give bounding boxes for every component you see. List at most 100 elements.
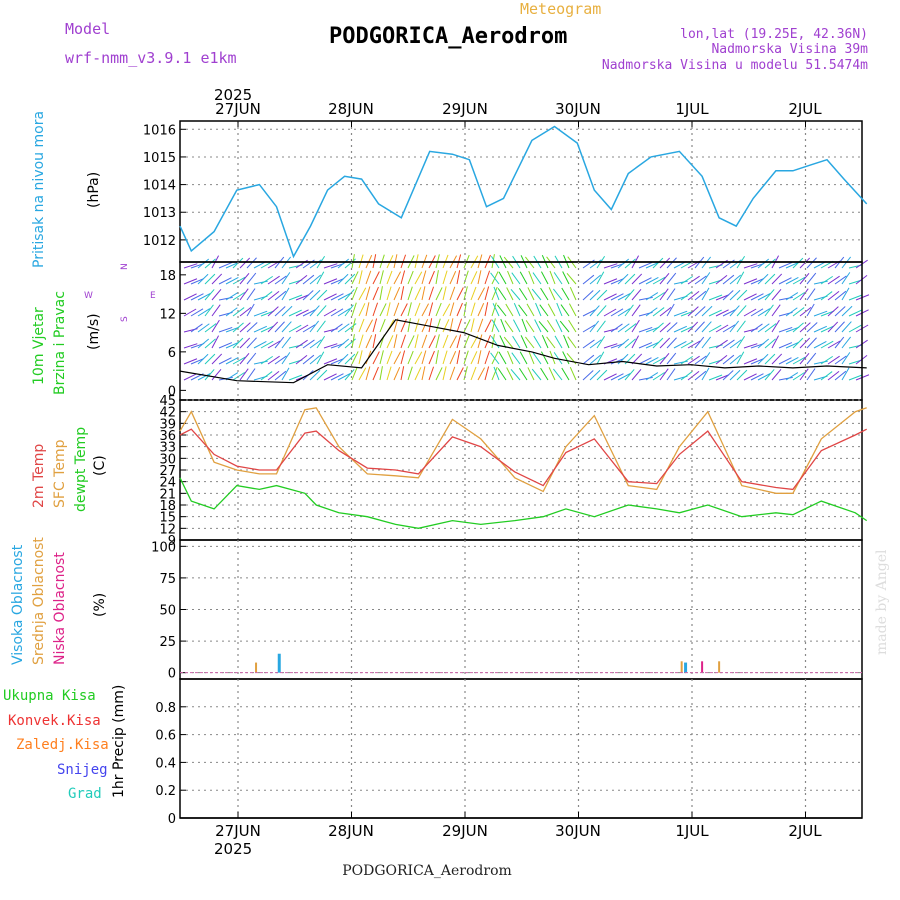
wind-arrow (183, 278, 198, 285)
wind-arrow (610, 293, 624, 301)
wind-arrow (603, 343, 618, 349)
wind-arrow (386, 286, 392, 301)
wind-arrow (183, 343, 198, 349)
wind-arrow (358, 334, 364, 349)
wind-arrow (470, 302, 476, 317)
wind-arrow (246, 288, 256, 301)
wind-arrow (511, 352, 521, 365)
model-label: Model (65, 20, 110, 38)
wind-arrow (659, 257, 671, 269)
day-top-3: 30JUN (555, 100, 601, 118)
wind-arrow (204, 258, 216, 269)
wind-arrow (792, 291, 806, 301)
wind-arrow (344, 273, 356, 285)
wind-arrow (365, 302, 370, 317)
wind-arrow (569, 287, 577, 301)
wind-arrow (511, 272, 521, 285)
wind-arrow (701, 305, 713, 317)
wind-arrow (778, 342, 793, 349)
wind-arrow (477, 287, 486, 301)
wind-arrow (281, 287, 290, 301)
wind-arrow (428, 270, 435, 285)
wind-arrow (792, 276, 806, 285)
wind-arrow (617, 308, 631, 317)
wind-arrow (603, 278, 618, 285)
wind-arrow (281, 352, 291, 365)
wind-arrow (372, 318, 378, 333)
wind-arrow (400, 303, 408, 317)
wind-arrow (358, 303, 366, 317)
y-tick-label: 0 (168, 812, 176, 827)
wind-arrow (617, 338, 630, 349)
wind-arrow (183, 308, 197, 317)
wind-arrow (421, 350, 427, 365)
wind-arrow (246, 322, 258, 333)
wind-arrow (204, 323, 217, 333)
wind-arrow (561, 367, 570, 381)
wind-arrow (764, 353, 776, 365)
wind-arrow (764, 273, 776, 285)
wind-arrow (771, 273, 783, 285)
y-tick-label: 0.2 (155, 784, 176, 799)
wind-arrow (680, 325, 694, 333)
wind-arrow (521, 318, 528, 333)
temp-unit: (C) (92, 455, 108, 476)
wind-arrow (820, 371, 833, 381)
wind-arrow (386, 270, 393, 285)
wind-arrow (806, 257, 817, 269)
wind-arrow (778, 277, 792, 285)
wind-arrow (372, 334, 377, 349)
cloud-bar (701, 661, 704, 673)
wind-arrow (493, 286, 500, 301)
wind-arrow (442, 319, 450, 333)
y-tick-label: 6 (168, 346, 176, 361)
wind-arrow (729, 320, 740, 333)
wind-arrow (449, 351, 457, 365)
wind-arrow (239, 322, 251, 333)
wind-arrow (785, 307, 798, 317)
wind-arrow (610, 358, 625, 365)
wind-arrow (358, 350, 363, 365)
wind-arrow (736, 369, 748, 381)
y-tick-label: 15 (159, 511, 176, 526)
wind-arrow (344, 323, 357, 333)
wind-arrow (666, 272, 677, 285)
wind-arrow (701, 352, 711, 365)
day-top-4: 1JUL (675, 100, 709, 118)
wind-arrow (414, 351, 423, 365)
wind-arrow (659, 322, 671, 333)
y-tick-label: 1016 (143, 123, 176, 138)
wind-arrow (701, 336, 712, 349)
wind-arrow (323, 293, 337, 301)
wind-arrow (764, 304, 774, 317)
wind-arrow (449, 366, 456, 381)
wind-arrow (477, 334, 483, 349)
wind-arrow (246, 368, 256, 381)
wind-arrow (722, 290, 734, 301)
wind-arrow (652, 307, 665, 317)
wind-arrow (435, 367, 443, 381)
wind-arrow (562, 271, 570, 285)
wind-arrow (503, 336, 514, 349)
wind-arrow (534, 319, 542, 333)
wind-arrow (531, 368, 542, 381)
wind-arrow (680, 340, 694, 349)
wind-arrow (239, 337, 251, 349)
wind-arrow (449, 271, 457, 285)
wind-arrow (827, 275, 840, 285)
wind-arrow (596, 289, 608, 301)
wind-arrow (813, 310, 828, 317)
wind-arrow (778, 262, 793, 269)
wind-arrow (666, 352, 677, 365)
wind-arrow (589, 305, 600, 317)
wind-arrow (729, 274, 742, 285)
wind-arrow (694, 355, 707, 365)
wind-arrow (351, 334, 355, 349)
wind-arrow (239, 272, 250, 285)
wind-arrow (617, 353, 629, 365)
wind-arrow (510, 368, 521, 381)
wind-arrow (848, 374, 863, 381)
wind-arrow (274, 336, 285, 349)
wind-arrow (743, 373, 757, 381)
wind-arrow (204, 338, 216, 349)
